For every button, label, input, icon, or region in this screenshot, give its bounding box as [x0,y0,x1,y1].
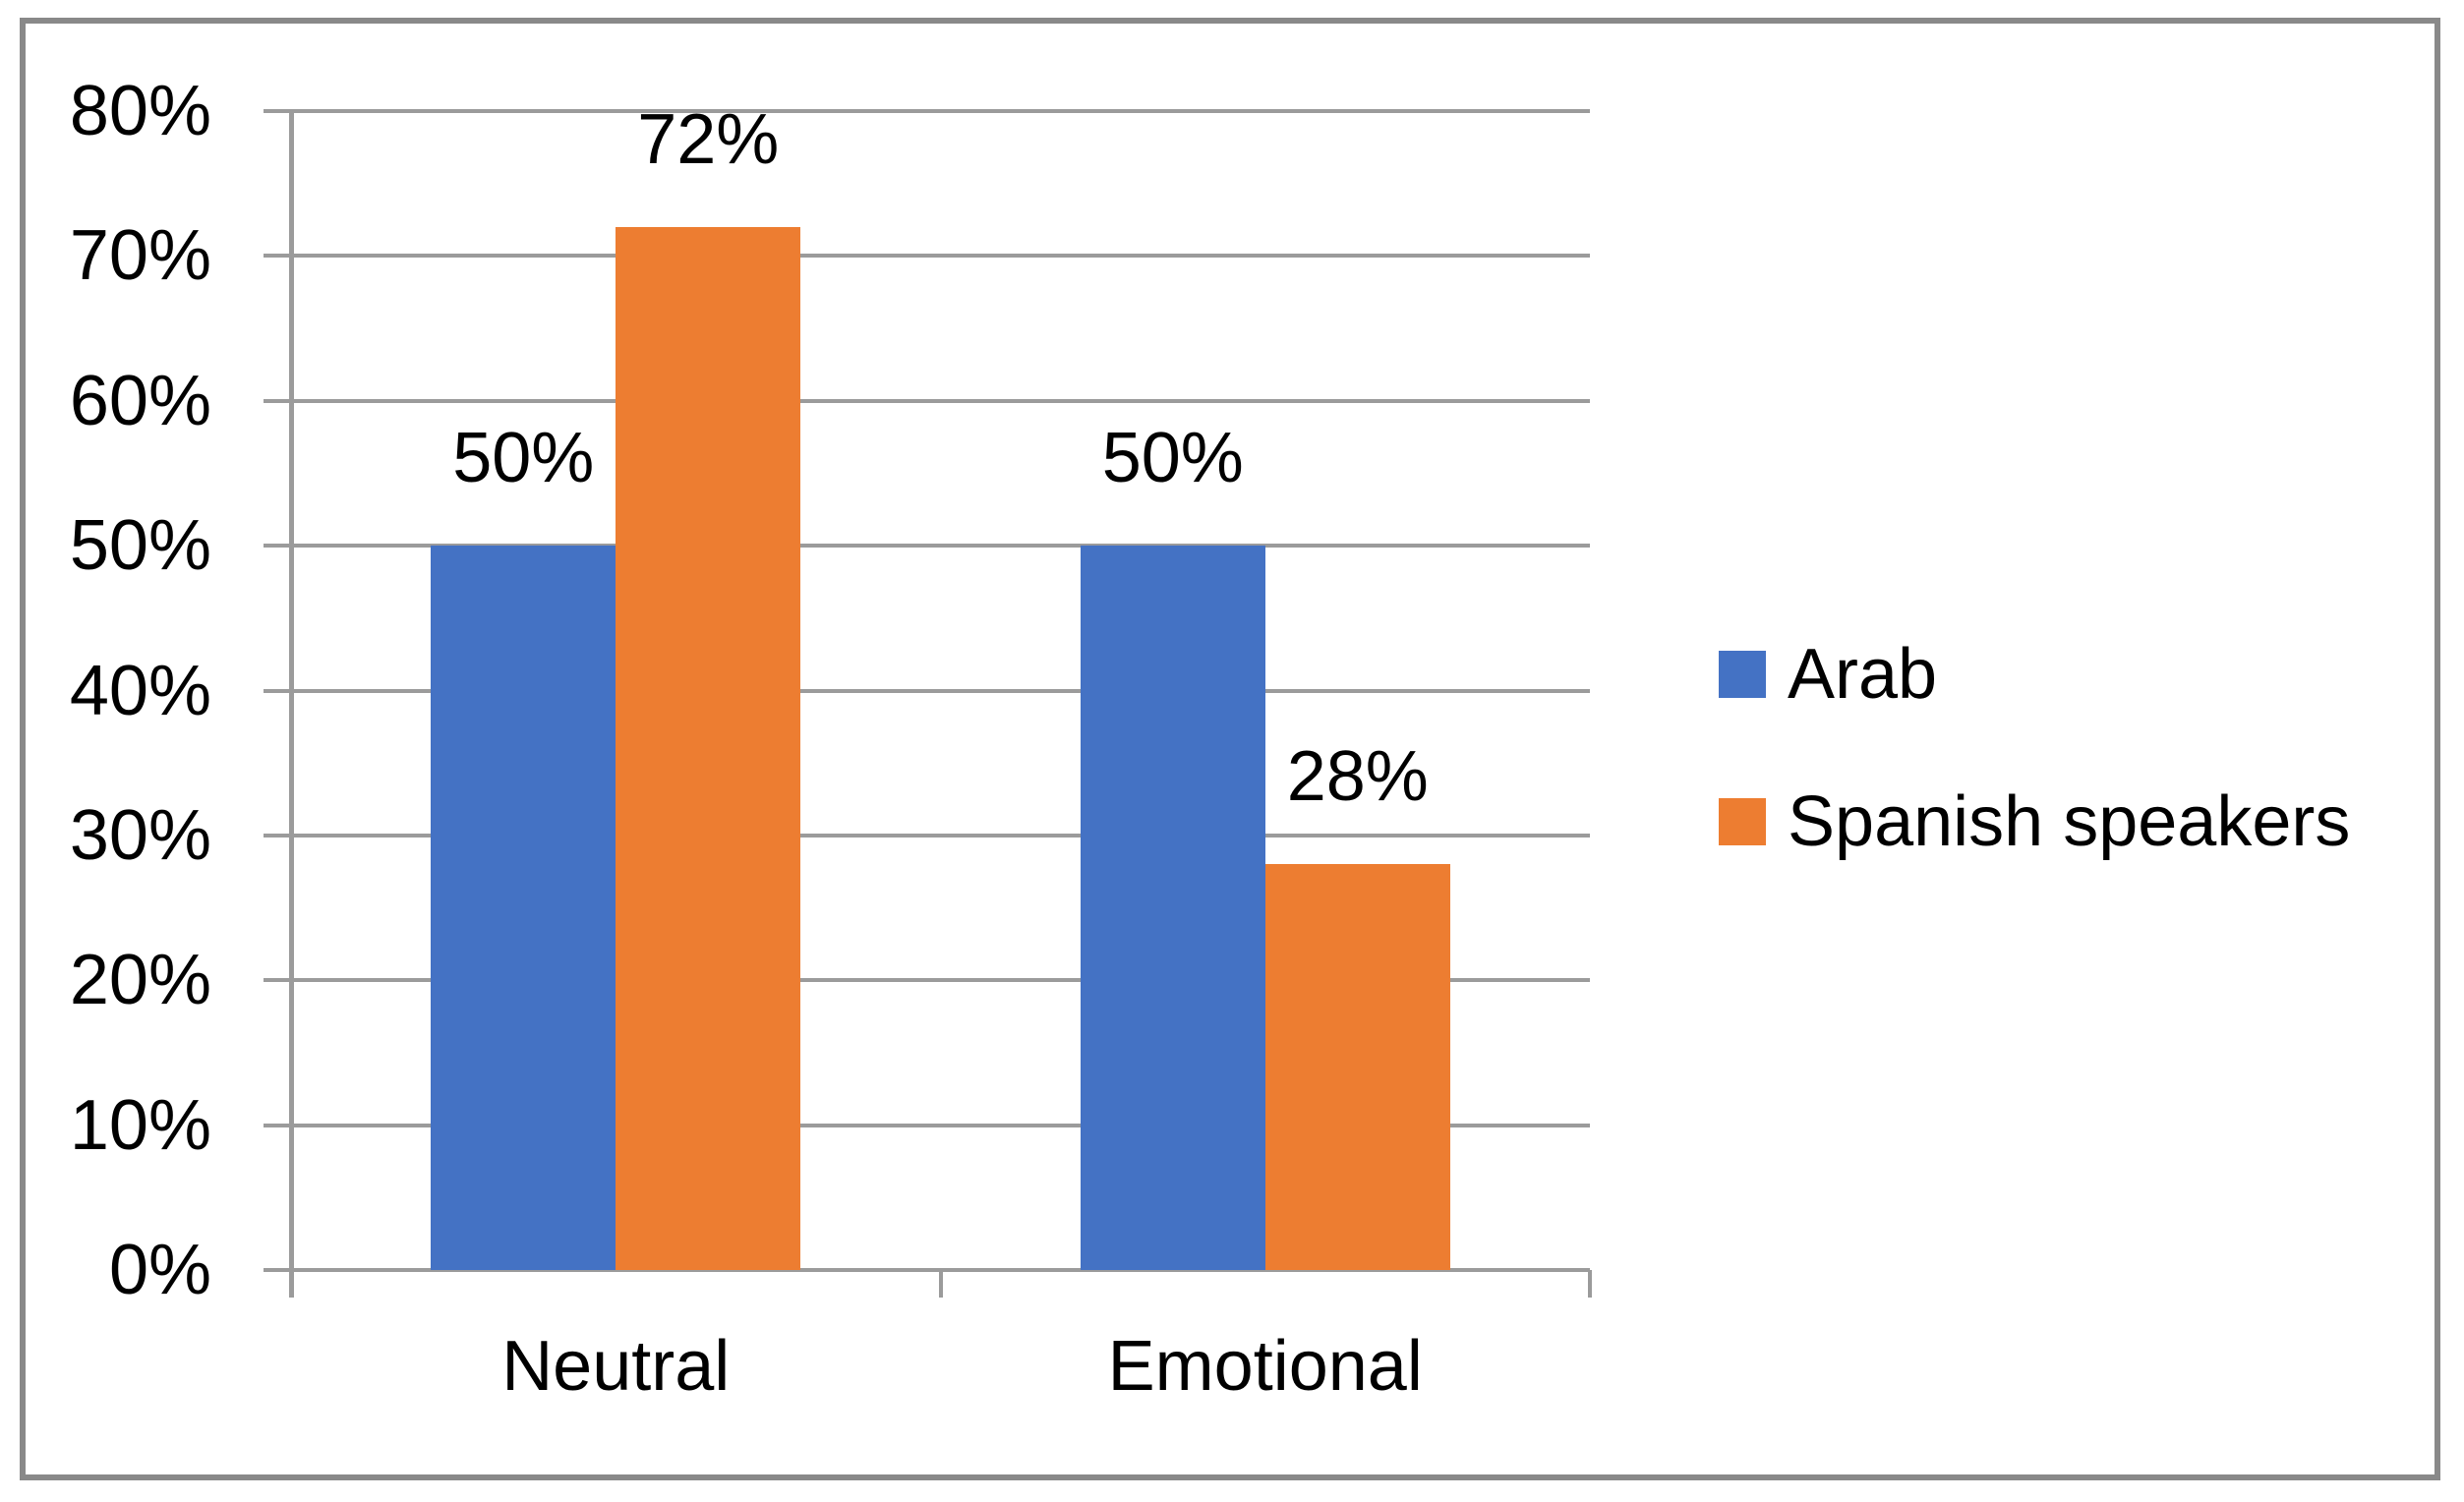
y-axis-line [289,111,294,1298]
gridline [264,833,1590,838]
legend-label-spanish-speakers: Spanish speakers [1788,782,2351,861]
gridline [264,1123,1590,1127]
bar-arab-neutral [431,546,616,1270]
legend-swatch-arab [1719,651,1766,698]
bar-arab-emotional [1080,546,1265,1270]
y-axis-tick-label: 0% [108,1231,211,1309]
y-axis-tick-label: 30% [69,795,211,875]
data-label-spanish-speakers-neutral: 72% [637,99,780,179]
x-axis-tick [938,1270,943,1298]
x-axis-line [264,1268,1590,1272]
y-axis-tick-label: 40% [69,651,211,730]
y-axis-tick-label: 70% [69,216,211,296]
y-axis-tick-label: 60% [69,361,211,440]
legend-item-spanish-speakers: Spanish speakers [1719,784,2350,859]
legend-swatch-spanish-speakers [1719,798,1766,845]
legend-item-arab: Arab [1719,637,1937,712]
x-axis-category-label: Emotional [1107,1327,1423,1406]
legend-label-arab: Arab [1788,635,1938,714]
bar-spanish-speakers-neutral [616,226,801,1270]
bar-spanish-speakers-emotional [1264,864,1450,1270]
gridline [264,978,1590,983]
y-axis-tick-label: 20% [69,941,211,1020]
gridline [264,544,1590,549]
gridline [264,398,1590,403]
data-label-arab-neutral: 50% [452,419,595,498]
x-axis-category-label: Neutral [501,1327,731,1406]
y-axis-tick-label: 80% [69,72,211,150]
y-axis-tick-label: 50% [69,506,211,586]
x-axis-tick [1588,1270,1592,1298]
gridline [264,254,1590,259]
gridline [264,688,1590,693]
data-label-arab-emotional: 50% [1101,419,1244,498]
data-label-spanish-speakers-emotional: 28% [1286,737,1429,817]
y-axis-tick-label: 10% [69,1085,211,1165]
gridline [264,109,1590,113]
